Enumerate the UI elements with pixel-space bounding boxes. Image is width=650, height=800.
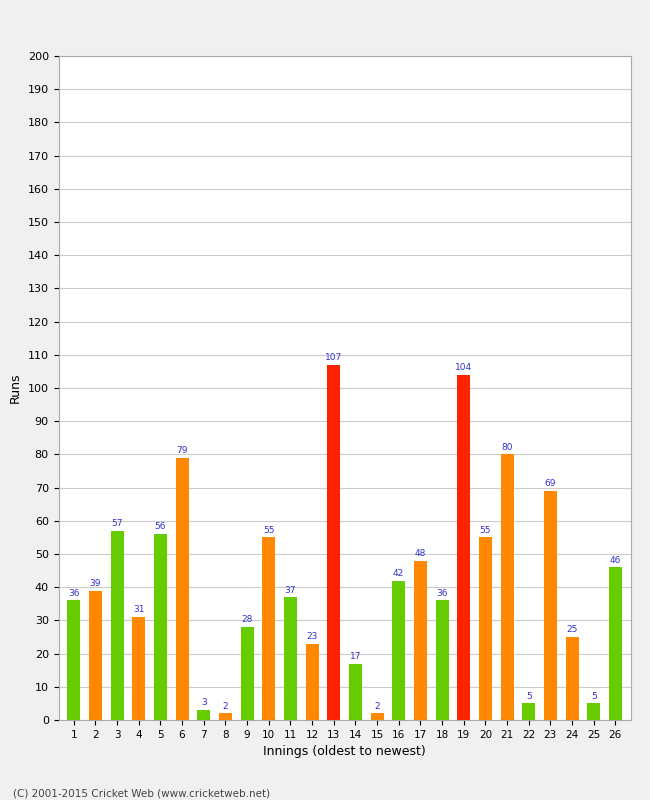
Bar [240,627,254,720]
Text: 17: 17 [350,652,361,661]
Text: 25: 25 [566,626,578,634]
Text: 55: 55 [480,526,491,534]
Text: 107: 107 [325,353,343,362]
Text: 46: 46 [610,556,621,565]
Bar [132,617,145,720]
Text: 3: 3 [201,698,207,707]
Text: 79: 79 [176,446,188,455]
Text: 39: 39 [90,579,101,588]
Bar [89,590,102,720]
Text: 31: 31 [133,606,144,614]
Bar [544,491,557,720]
Text: 57: 57 [111,519,123,528]
Bar [566,637,578,720]
Bar [500,454,514,720]
Text: 37: 37 [285,586,296,594]
Bar [262,538,275,720]
Bar [327,365,340,720]
Bar [587,703,600,720]
Text: 36: 36 [68,589,79,598]
Bar [609,567,622,720]
Text: 36: 36 [436,589,448,598]
Text: 104: 104 [455,363,473,372]
Bar [154,534,167,720]
Bar [306,644,318,720]
Bar [457,374,470,720]
Bar [479,538,492,720]
Bar [284,597,297,720]
Text: 42: 42 [393,569,404,578]
Bar [67,601,80,720]
Bar [522,703,535,720]
Text: (C) 2001-2015 Cricket Web (www.cricketweb.net): (C) 2001-2015 Cricket Web (www.cricketwe… [13,788,270,798]
Text: 2: 2 [222,702,228,710]
Text: 69: 69 [545,479,556,488]
Text: 5: 5 [591,692,597,701]
Bar [414,561,427,720]
Text: 5: 5 [526,692,532,701]
X-axis label: Innings (oldest to newest): Innings (oldest to newest) [263,746,426,758]
Bar [197,710,210,720]
Text: 80: 80 [501,442,513,452]
Bar [176,458,188,720]
Bar [370,714,383,720]
Text: 56: 56 [155,522,166,531]
Bar [219,714,232,720]
Text: 28: 28 [241,615,253,624]
Text: 48: 48 [415,549,426,558]
Y-axis label: Runs: Runs [9,373,22,403]
Bar [436,601,448,720]
Text: 23: 23 [306,632,318,641]
Text: 2: 2 [374,702,380,710]
Bar [111,530,124,720]
Text: 55: 55 [263,526,274,534]
Bar [349,663,362,720]
Bar [392,581,405,720]
